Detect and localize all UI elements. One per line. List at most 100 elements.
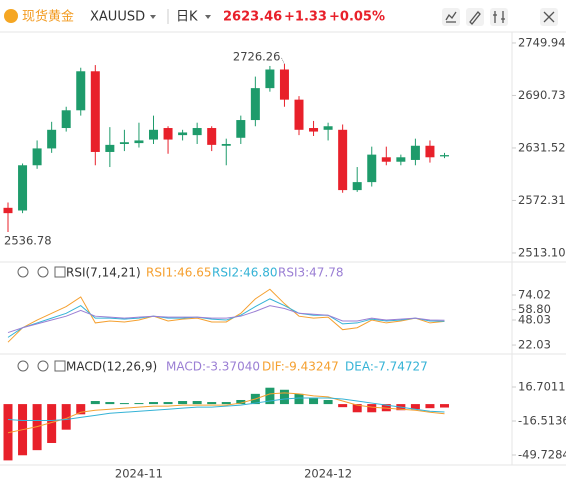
- macd-bar: [47, 404, 57, 443]
- indicator-icon[interactable]: [54, 360, 66, 372]
- rsi-line: [7, 288, 445, 343]
- macd-bar: [76, 404, 86, 415]
- candle-body: [250, 88, 260, 121]
- x-tick-label: 2024-11: [115, 467, 163, 481]
- tool-icon: [445, 11, 457, 23]
- candle-body: [149, 129, 158, 140]
- macd-bar: [323, 399, 333, 405]
- macd-bar: [236, 399, 246, 405]
- legend-entry: RSI2:46.80: [212, 266, 278, 280]
- macd-bar: [338, 404, 348, 408]
- candle-body: [32, 148, 42, 166]
- legend-entry: RSI3:47.78: [278, 266, 344, 280]
- candle-body: [279, 69, 289, 100]
- instrument-name: 现货黄金: [22, 9, 74, 25]
- candle-body: [163, 128, 173, 140]
- y-tick-label: 2749.94: [518, 35, 566, 49]
- macd-bar: [367, 404, 377, 413]
- period[interactable]: 日K: [176, 10, 198, 25]
- y-tick-label: 58.80: [518, 302, 551, 316]
- macd-bar: [32, 404, 42, 451]
- candle-body: [18, 165, 28, 211]
- candle-body: [410, 145, 420, 160]
- macd-bar: [90, 401, 100, 405]
- change: +1.33: [284, 10, 327, 25]
- candle-body: [294, 99, 304, 130]
- macd-bar: [440, 404, 449, 408]
- indicator-title: RSI(7,14,21): [66, 266, 141, 280]
- candle-body: [309, 128, 319, 132]
- macd-line: [7, 392, 445, 434]
- settings-icon[interactable]: [37, 266, 49, 278]
- macd-bar: [105, 402, 115, 405]
- macd-bar: [265, 387, 275, 405]
- macd-bar: [309, 397, 319, 405]
- legend-entry: DIF:-9.43247: [262, 360, 339, 374]
- macd-bar: [163, 402, 173, 405]
- low-label: 2536.78: [4, 233, 52, 247]
- y-tick-label: 48.03: [518, 313, 551, 327]
- rsi-line: [7, 305, 445, 334]
- candle-body: [221, 143, 231, 146]
- macd-bar: [221, 402, 231, 405]
- macd-bar: [134, 403, 144, 405]
- settings-icon[interactable]: [37, 360, 49, 372]
- y-tick-label: 2631.52: [518, 140, 566, 154]
- y-tick-label: -49.72845: [518, 447, 566, 461]
- tool-icon: [493, 11, 505, 23]
- candle-body: [134, 140, 144, 144]
- x-tick-label: 2024-12: [304, 467, 352, 481]
- candle-body: [119, 142, 129, 144]
- candle-body: [381, 157, 391, 162]
- tool-button[interactable]: [466, 8, 484, 26]
- macd-bar: [178, 401, 188, 405]
- candle-body: [178, 132, 188, 136]
- eye-icon[interactable]: [17, 266, 29, 278]
- y-tick-label: -16.51368: [518, 413, 566, 427]
- candle-body: [207, 128, 217, 145]
- macd-bar: [119, 403, 129, 405]
- high-label: 2726.26: [233, 49, 281, 63]
- indicator-title: MACD(12,26,9): [66, 360, 157, 374]
- candle-body: [236, 120, 246, 138]
- macd-bar: [294, 393, 304, 405]
- macd-bar: [425, 404, 435, 409]
- candle-body: [367, 154, 377, 183]
- symbol: XAUUSD: [90, 10, 145, 25]
- tool-button[interactable]: [490, 8, 508, 26]
- y-tick-label: 2572.31: [518, 193, 566, 207]
- macd-bar: [207, 402, 217, 405]
- candle-body: [338, 129, 348, 191]
- macd-bar: [192, 401, 202, 405]
- legend-entry: DEA:-7.74727: [345, 360, 428, 374]
- candle-body: [105, 144, 115, 152]
- candle-body: [352, 182, 362, 191]
- dropdown-icon[interactable]: [205, 15, 211, 19]
- candle-body: [440, 155, 449, 157]
- candle-body: [265, 69, 275, 89]
- candle-body: [323, 126, 333, 130]
- candle-body: [425, 145, 435, 158]
- macd-bar: [352, 404, 362, 413]
- price: 2623.46: [223, 10, 282, 25]
- legend-entry: RSI1:46.65: [146, 266, 212, 280]
- y-tick-label: 74.02: [518, 287, 551, 301]
- candle-body: [3, 207, 13, 214]
- legend-entry: MACD:-3.37040: [166, 360, 260, 374]
- dropdown-icon[interactable]: [150, 15, 156, 19]
- macd-bar: [149, 402, 158, 405]
- macd-bar: [279, 389, 289, 405]
- candle-body: [90, 71, 100, 152]
- macd-bar: [3, 404, 13, 461]
- candle-body: [61, 110, 71, 129]
- candle-body: [192, 128, 202, 136]
- y-tick-label: 2690.73: [518, 88, 566, 102]
- y-tick-label: 22.03: [518, 338, 551, 352]
- change-pct: +0.05%: [329, 10, 385, 25]
- indicator-icon[interactable]: [54, 266, 66, 278]
- candle-body: [76, 71, 86, 111]
- eye-icon[interactable]: [17, 360, 29, 372]
- macd-bar: [381, 404, 391, 412]
- rsi-line: [7, 298, 445, 338]
